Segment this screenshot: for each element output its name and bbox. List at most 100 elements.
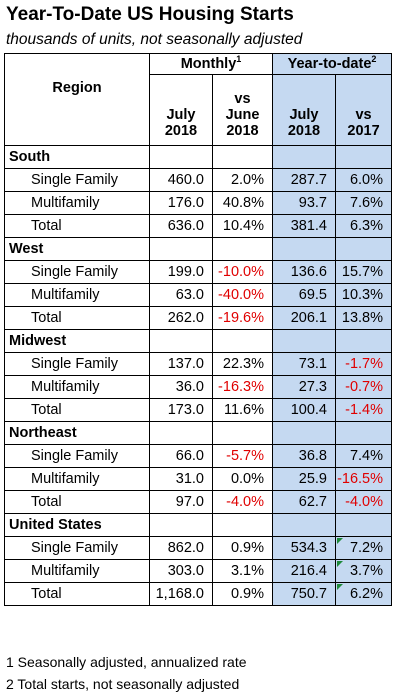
ytd-july-cell: 534.3 xyxy=(272,536,336,560)
region-row-south: South xyxy=(4,145,393,169)
ytd-july-cell: 216.4 xyxy=(272,559,336,583)
monthly-july-cell: 460.0 xyxy=(149,168,213,192)
monthly-july-cell: 63.0 xyxy=(149,283,213,307)
monthly-vs-cell: 10.4% xyxy=(212,214,273,238)
region-row-northeast: Northeast xyxy=(4,421,393,445)
table-row: Total 262.0 -19.6% 206.1 13.8% xyxy=(4,306,393,330)
monthly-july-cell: 199.0 xyxy=(149,260,213,284)
row-label: Multifamily xyxy=(4,283,150,307)
ytd-vs-cell: 6.3% xyxy=(334,214,393,238)
region-header-cell xyxy=(334,145,393,169)
row-label: Multifamily xyxy=(4,467,150,491)
cell-value: 3.7% xyxy=(349,563,384,579)
housing-starts-table: Region Monthly1 Year-to-date2 July 2018 v… xyxy=(4,53,393,606)
row-label: Multifamily xyxy=(4,375,150,399)
ytd-july-cell: 36.8 xyxy=(272,444,336,468)
monthly-july-cell: 1,168.0 xyxy=(149,582,213,606)
region-name: Midwest xyxy=(4,329,150,353)
region-header-cell xyxy=(334,513,393,537)
region-header-cell xyxy=(272,237,336,261)
monthly-vs-cell: -10.0% xyxy=(212,260,273,284)
ytd-vs-cell: -4.0% xyxy=(334,490,393,514)
monthly-july-cell: 137.0 xyxy=(149,352,213,376)
monthly-july-cell: 176.0 xyxy=(149,191,213,215)
ytd-july-cell: 206.1 xyxy=(272,306,336,330)
cell-flag-icon xyxy=(337,538,343,544)
region-header-cell xyxy=(272,329,336,353)
ytd-vs-cell: 10.3% xyxy=(334,283,393,307)
row-label: Single Family xyxy=(4,536,150,560)
ytd-vs-cell: -1.7% xyxy=(334,352,393,376)
monthly-vs-cell: 0.9% xyxy=(212,582,273,606)
ytd-vs-cell: -16.5% xyxy=(334,467,393,491)
ytd-vs-cell: 13.8% xyxy=(334,306,393,330)
row-label: Total xyxy=(4,398,150,422)
region-header-cell xyxy=(149,145,213,169)
region-header-cell xyxy=(334,329,393,353)
table-row: Multifamily 36.0 -16.3% 27.3 -0.7% xyxy=(4,375,393,399)
row-label: Single Family xyxy=(4,168,150,192)
monthly-vs-cell: -19.6% xyxy=(212,306,273,330)
monthly-vs-cell: 0.0% xyxy=(212,467,273,491)
region-header-cell xyxy=(149,513,213,537)
monthly-july-cell: 31.0 xyxy=(149,467,213,491)
table-row: Total 173.0 11.6% 100.4 -1.4% xyxy=(4,398,393,422)
table-row: Multifamily 303.0 3.1% 216.4 3.7% xyxy=(4,559,393,583)
footnote-1: 1 Seasonally adjusted, annualized rate xyxy=(6,654,247,670)
region-header-cell xyxy=(272,145,336,169)
region-row-west: West xyxy=(4,237,393,261)
footnote-2: 2 Total starts, not seasonally adjusted xyxy=(6,676,240,692)
monthly-july-cell: 636.0 xyxy=(149,214,213,238)
ytd-vs-cell: 6.2% xyxy=(334,582,393,606)
table-row: Total 97.0 -4.0% 62.7 -4.0% xyxy=(4,490,393,514)
monthly-july-cell: 262.0 xyxy=(149,306,213,330)
row-label: Total xyxy=(4,582,150,606)
ytd-vs-cell: 15.7% xyxy=(334,260,393,284)
ytd-july-cell: 100.4 xyxy=(272,398,336,422)
ytd-july-cell: 136.6 xyxy=(272,260,336,284)
ytd-vs-cell: 7.4% xyxy=(334,444,393,468)
monthly-vs-cell: 22.3% xyxy=(212,352,273,376)
row-label: Total xyxy=(4,214,150,238)
region-header-cell xyxy=(149,421,213,445)
monthly-july-cell: 97.0 xyxy=(149,490,213,514)
region-row-united-states: United States xyxy=(4,513,393,537)
cell-flag-icon xyxy=(337,584,343,590)
row-label: Single Family xyxy=(4,444,150,468)
ytd-vs-cell: 7.2% xyxy=(334,536,393,560)
region-header-cell xyxy=(149,329,213,353)
region-row-midwest: Midwest xyxy=(4,329,393,353)
table-row: Total 636.0 10.4% 381.4 6.3% xyxy=(4,214,393,238)
region-header-cell xyxy=(334,421,393,445)
header-monthly-july-2018: July 2018 xyxy=(149,74,213,146)
region-header-cell xyxy=(272,513,336,537)
ytd-july-cell: 62.7 xyxy=(272,490,336,514)
ytd-july-cell: 750.7 xyxy=(272,582,336,606)
cell-flag-icon xyxy=(337,561,343,567)
region-header-cell xyxy=(334,237,393,261)
row-label: Multifamily xyxy=(4,191,150,215)
header-ytd-vs-2017: vs 2017 xyxy=(334,74,393,146)
ytd-vs-cell: 7.6% xyxy=(334,191,393,215)
table-row: Multifamily 63.0 -40.0% 69.5 10.3% xyxy=(4,283,393,307)
header-monthly: Monthly1 xyxy=(149,53,273,75)
table-row: Total 1,168.0 0.9% 750.7 6.2% xyxy=(4,582,393,606)
monthly-vs-cell: -4.0% xyxy=(212,490,273,514)
table-row: Single Family 137.0 22.3% 73.1 -1.7% xyxy=(4,352,393,376)
region-header-cell xyxy=(212,145,273,169)
region-header-cell xyxy=(149,237,213,261)
row-label: Total xyxy=(4,490,150,514)
ytd-vs-cell: -0.7% xyxy=(334,375,393,399)
monthly-july-cell: 66.0 xyxy=(149,444,213,468)
chart-subtitle: thousands of units, not seasonally adjus… xyxy=(6,31,303,48)
ytd-vs-cell: 3.7% xyxy=(334,559,393,583)
chart-title: Year-To-Date US Housing Starts xyxy=(6,4,294,25)
header-ytd-july-2018: July 2018 xyxy=(272,74,336,146)
cell-value: 6.2% xyxy=(349,586,384,602)
monthly-july-cell: 303.0 xyxy=(149,559,213,583)
row-label: Total xyxy=(4,306,150,330)
monthly-vs-cell: -16.3% xyxy=(212,375,273,399)
monthly-vs-cell: 11.6% xyxy=(212,398,273,422)
ytd-july-cell: 69.5 xyxy=(272,283,336,307)
